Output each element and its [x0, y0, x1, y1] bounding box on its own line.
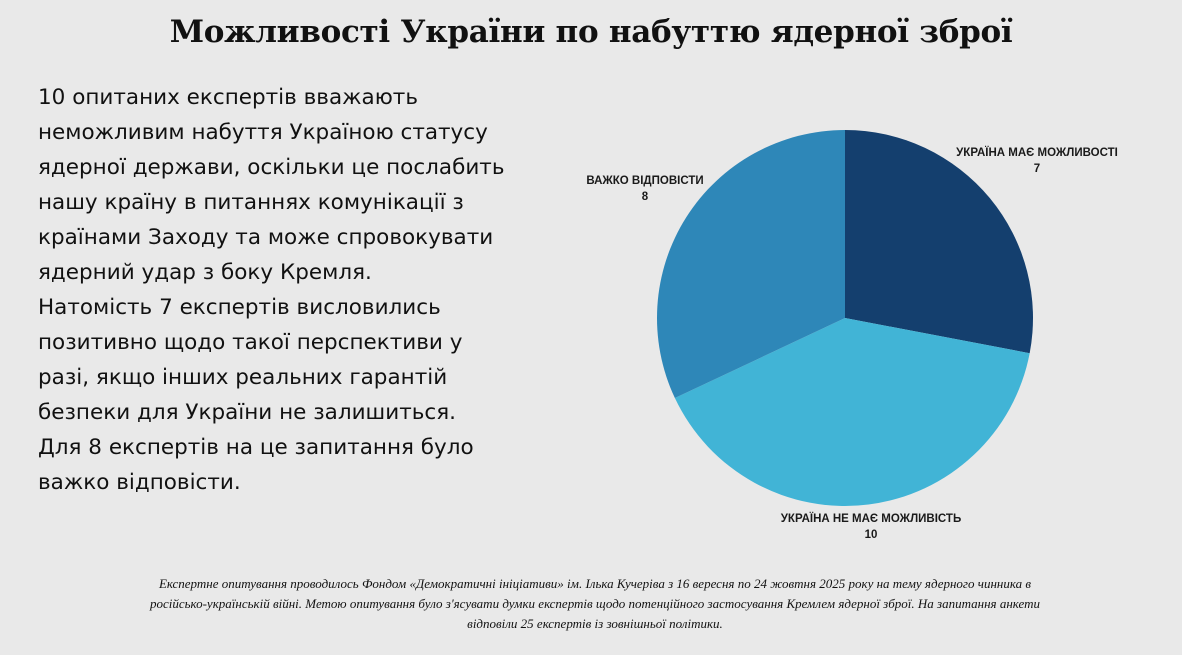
description-text: 10 опитаних експертів вважають неможливи…	[38, 80, 518, 500]
paragraph-positive: Натомість 7 експертів висловились позити…	[38, 295, 463, 425]
slice-value-has-capability: 7	[1034, 163, 1040, 175]
footnote: Експертне опитування проводилось Фондом …	[149, 576, 1041, 631]
slice-label-hard-to-say: ВАЖКО ВІДПОВІСТИ	[586, 175, 703, 187]
pie-slice-hard-to-say	[657, 130, 845, 399]
pie-slice-has-capability	[845, 130, 1033, 354]
pie-chart: УКРАЇНА МАЄ МОЖЛИВОСТІ 7 УКРАЇНА НЕ МАЄ МО…	[586, 130, 1118, 541]
paragraph-hard-to-say: Для 8 експертів на це запитання було важ…	[38, 435, 474, 495]
slice-label-no-capability: УКРАЇНА НЕ МАЄ МОЖЛИВІСТЬ	[781, 512, 961, 525]
slice-value-hard-to-say: 8	[642, 191, 649, 203]
slice-value-no-capability: 10	[865, 529, 878, 541]
slice-label-has-capability: УКРАЇНА МАЄ МОЖЛИВОСТІ	[956, 146, 1118, 159]
page-title: Можливості України по набуттю ядерної зб…	[169, 14, 1013, 50]
paragraph-impossible: 10 опитаних експертів вважають неможливи…	[38, 85, 505, 285]
pie-slice-no-capability	[674, 318, 1030, 507]
